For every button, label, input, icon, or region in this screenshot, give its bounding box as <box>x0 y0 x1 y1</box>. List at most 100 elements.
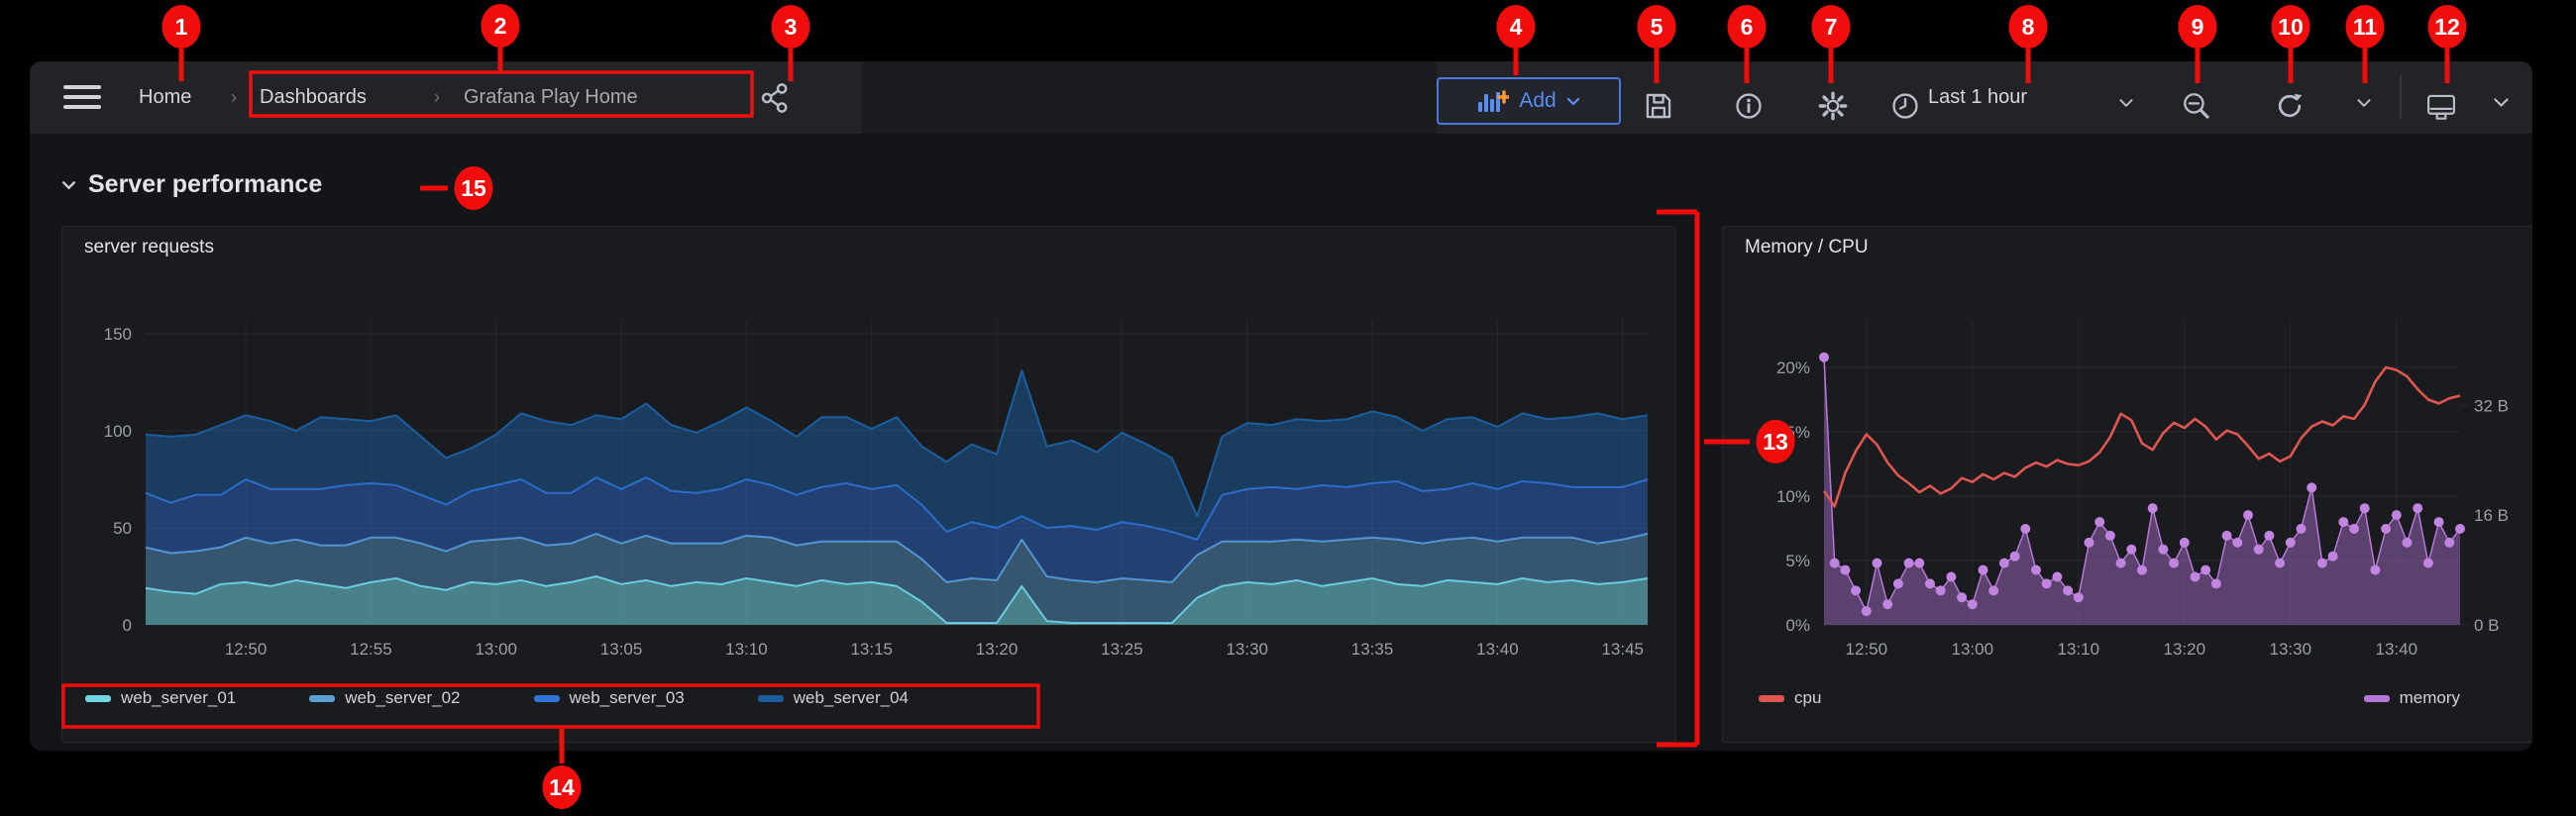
svg-text:13:15: 13:15 <box>850 640 893 659</box>
svg-text:7: 7 <box>1825 14 1838 40</box>
chart-legend: memory <box>2363 688 2460 708</box>
legend-swatch <box>1759 694 1784 702</box>
legend-item-cpu[interactable]: cpu <box>1759 688 1821 708</box>
clock-icon[interactable] <box>1890 91 1920 121</box>
navbar: Home › Dashboards › Grafana Play Home <box>30 61 2532 134</box>
save-icon <box>1646 93 1671 119</box>
svg-text:13:40: 13:40 <box>2376 640 2418 659</box>
svg-text:13:30: 13:30 <box>1226 640 1268 659</box>
svg-text:12:55: 12:55 <box>350 640 392 659</box>
menu-icon[interactable] <box>63 85 103 111</box>
grafana-window: Home › Dashboards › Grafana Play Home <box>30 61 2532 751</box>
svg-text:13:10: 13:10 <box>2058 640 2100 659</box>
section-title: Server performance <box>88 170 323 198</box>
svg-text:20%: 20% <box>1776 358 1810 377</box>
svg-text:13:45: 13:45 <box>1601 640 1644 659</box>
svg-text:13:00: 13:00 <box>1952 640 1994 659</box>
dashboard-info-button[interactable] <box>1734 91 1764 121</box>
annotation-badge-4: 4 <box>1496 5 1536 49</box>
legend-label: cpu <box>1794 688 1822 707</box>
kiosk-chevron-icon[interactable] <box>2493 95 2522 125</box>
chart-legend: web_server_01 web_server_02 web_server_03 w… <box>85 688 909 708</box>
chevron-down-icon <box>61 180 76 189</box>
dashboard-settings-button[interactable] <box>1818 91 1848 121</box>
svg-text:2: 2 <box>494 13 507 39</box>
svg-text:8: 8 <box>2022 14 2035 40</box>
add-button-label: Add <box>1519 89 1556 112</box>
kiosk-mode-button[interactable] <box>2425 91 2456 121</box>
legend-item-web_server_01[interactable]: web_server_01 <box>85 688 236 708</box>
menu-bar <box>63 85 101 89</box>
annotation-badge-6: 6 <box>1727 5 1767 49</box>
breadcrumb-separator: › <box>231 87 237 107</box>
svg-text:4: 4 <box>1510 14 1523 40</box>
svg-text:5: 5 <box>1651 14 1664 40</box>
svg-text:13:30: 13:30 <box>2270 640 2312 659</box>
legend-label: web_server_02 <box>345 688 461 707</box>
add-button[interactable]: Add <box>1437 77 1621 125</box>
legend-item-web_server_02[interactable]: web_server_02 <box>309 688 461 708</box>
panel-title[interactable]: server requests <box>84 237 214 257</box>
panel-title[interactable]: Memory / CPU <box>1745 237 1869 257</box>
legend-item-web_server_03[interactable]: web_server_03 <box>533 688 685 708</box>
annotation-badge-14: 14 <box>542 765 582 809</box>
svg-text:13:20: 13:20 <box>2164 640 2206 659</box>
annotation-badge-3: 3 <box>771 5 810 49</box>
annotation-badge-12: 12 <box>2427 5 2467 49</box>
legend-label: web_server_04 <box>793 688 909 707</box>
breadcrumb-home[interactable]: Home <box>139 86 192 108</box>
time-range-picker[interactable]: Last 1 hour <box>1928 86 2028 108</box>
zoom-out-button[interactable] <box>2182 91 2211 121</box>
annotation-badge-2: 2 <box>481 4 520 48</box>
annotation-badge-1: 1 <box>161 5 201 49</box>
time-picker-chevron-icon[interactable] <box>2118 95 2148 125</box>
gear-icon <box>1818 91 1848 121</box>
legend-item-memory[interactable]: memory <box>2363 688 2460 708</box>
server-requests-chart: 0 50 100 150 12:50 12:55 13:00 13:05 13:10 13:15 1… <box>104 320 1649 659</box>
refresh-icon <box>2278 93 2303 118</box>
legend-swatch <box>2363 694 2390 702</box>
chevron-down-icon <box>1566 97 1579 106</box>
svg-text:100: 100 <box>104 422 132 441</box>
toolbar-divider <box>2400 75 2402 119</box>
svg-text:12:50: 12:50 <box>1846 640 1888 659</box>
svg-text:13:20: 13:20 <box>976 640 1019 659</box>
memory-cpu-chart: 0% 5% 10% 15% 20% 0 B 16 B 32 B 12:50 13:00 13:10 1… <box>1776 320 2509 659</box>
add-panel-icon <box>1478 90 1510 112</box>
legend-swatch <box>533 694 560 702</box>
svg-text:13:05: 13:05 <box>600 640 643 659</box>
svg-text:5%: 5% <box>1785 552 1810 570</box>
svg-text:9: 9 <box>2192 14 2204 40</box>
panel-memory-cpu: Memory / CPU 0% 5% 10% 15% 20% 0 B 16 B 32 B 12:… <box>1722 226 2532 743</box>
svg-text:13:10: 13:10 <box>725 640 768 659</box>
svg-text:13:35: 13:35 <box>1351 640 1394 659</box>
menu-bar <box>63 105 101 109</box>
svg-text:13:00: 13:00 <box>475 640 517 659</box>
share-icon[interactable] <box>761 83 791 113</box>
zoom-out-icon <box>2184 93 2209 119</box>
svg-text:1: 1 <box>175 14 188 40</box>
info-icon <box>1736 93 1762 119</box>
svg-text:13:40: 13:40 <box>1476 640 1519 659</box>
annotation-badge-10: 10 <box>2271 5 2310 49</box>
save-dashboard-button[interactable] <box>1644 91 1673 121</box>
legend-label: web_server_03 <box>569 688 685 707</box>
navbar-mid-shade <box>862 61 1437 134</box>
breadcrumb-dashboards[interactable]: Dashboards <box>260 86 367 108</box>
section-row-server-performance[interactable]: Server performance <box>61 170 322 199</box>
annotation-badge-9: 9 <box>2178 5 2217 49</box>
legend-item-web_server_04[interactable]: web_server_04 <box>757 688 909 708</box>
svg-text:3: 3 <box>785 14 798 40</box>
svg-text:13:25: 13:25 <box>1101 640 1143 659</box>
svg-text:0%: 0% <box>1785 616 1810 635</box>
annotation-badge-7: 7 <box>1811 5 1851 49</box>
refresh-button[interactable] <box>2275 91 2305 121</box>
svg-text:50: 50 <box>113 519 132 538</box>
svg-text:150: 150 <box>104 325 132 344</box>
breadcrumb-separator: › <box>434 87 440 107</box>
chart-legend: cpu <box>1759 688 1821 708</box>
refresh-interval-chevron-icon[interactable] <box>2356 95 2386 125</box>
panel-server-requests: server requests 0 50 100 150 12:50 12:55 13:00… <box>61 226 1676 743</box>
svg-text:10%: 10% <box>1776 487 1810 506</box>
legend-swatch <box>309 694 336 702</box>
